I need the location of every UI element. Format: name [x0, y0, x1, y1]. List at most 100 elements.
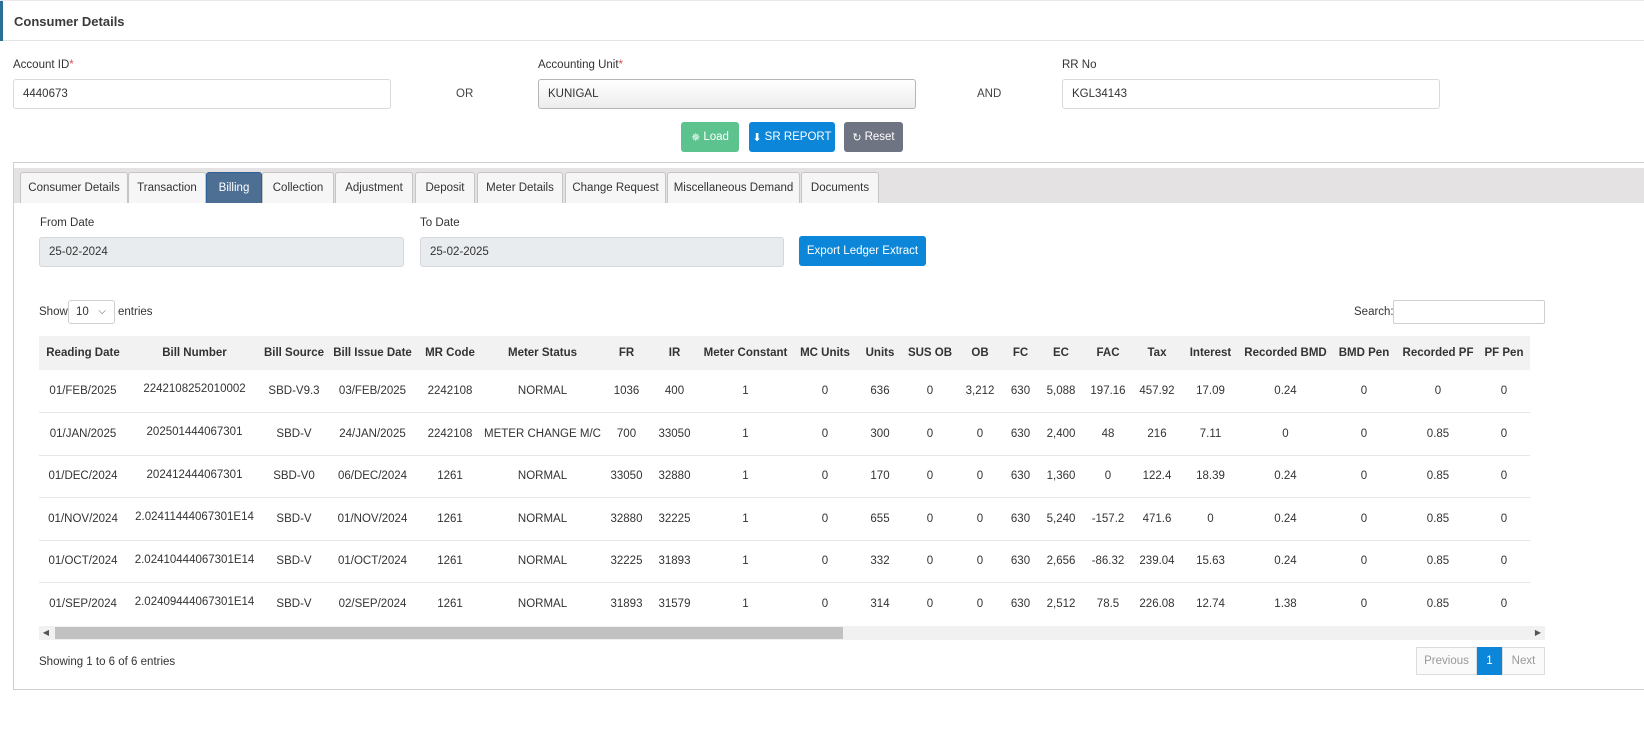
- table-cell: NORMAL: [517, 555, 568, 568]
- tab-miscellaneous-demand[interactable]: Miscellaneous Demand: [667, 172, 800, 203]
- column-header[interactable]: Tax: [1147, 347, 1167, 359]
- column-header[interactable]: Bill Source: [263, 347, 325, 359]
- scroll-right-icon[interactable]: ▶: [1534, 628, 1542, 637]
- table-cell: 0: [821, 470, 829, 483]
- table-cell: 0: [821, 512, 829, 525]
- table-cell: 0: [1434, 385, 1442, 397]
- refresh-icon: ↻: [852, 131, 862, 144]
- load-button[interactable]: ✵ Load: [681, 122, 739, 152]
- table-cell: 0: [926, 512, 934, 525]
- billing-table-wrapper: Reading Date Bill Number Bill Source Bil…: [39, 336, 1545, 624]
- or-separator: OR: [456, 88, 474, 100]
- pagination-current-page[interactable]: 1: [1477, 647, 1502, 675]
- table-cell: 0: [926, 555, 934, 568]
- table-cell: 0.24: [1274, 385, 1297, 397]
- table-cell: 216: [1147, 427, 1167, 440]
- column-header[interactable]: Meter Status: [507, 347, 578, 359]
- table-cell: SBD-V: [276, 512, 312, 525]
- column-header[interactable]: MR Code: [425, 347, 475, 359]
- table-cell: 01/NOV/2024: [48, 512, 118, 525]
- column-header[interactable]: FR: [618, 347, 635, 359]
- table-cell: 0: [976, 597, 984, 610]
- table-cell: 2242108: [427, 385, 473, 397]
- tab-collection[interactable]: Collection: [262, 172, 334, 203]
- table-cell: 01/JAN/2025: [49, 427, 117, 440]
- column-header[interactable]: Meter Constant: [703, 347, 788, 359]
- table-cell: 15.63: [1196, 555, 1225, 568]
- tab-transaction[interactable]: Transaction: [128, 172, 206, 203]
- reset-button[interactable]: ↻ Reset: [844, 122, 903, 152]
- table-cell: 700: [616, 427, 637, 440]
- table-cell: 0: [926, 427, 934, 440]
- table-cell: 1261: [437, 512, 463, 525]
- export-ledger-button[interactable]: Export Ledger Extract: [799, 236, 926, 266]
- from-date-input[interactable]: 25-02-2024: [39, 237, 404, 267]
- table-cell: 2.02410444067301E14: [134, 553, 255, 566]
- table-cell: 630: [1010, 555, 1031, 568]
- column-header[interactable]: FC: [1012, 347, 1029, 359]
- table-cell: 0: [1360, 385, 1368, 397]
- column-header[interactable]: EC: [1053, 347, 1069, 359]
- scrollbar-thumb[interactable]: [55, 627, 843, 639]
- column-header[interactable]: MC Units: [800, 347, 850, 359]
- table-cell: 33050: [610, 470, 643, 483]
- tab-billing[interactable]: Billing: [206, 172, 262, 203]
- table-cell: 01/OCT/2024: [48, 555, 118, 568]
- table-cell: SBD-V: [276, 555, 312, 568]
- tab-adjustment[interactable]: Adjustment: [335, 172, 413, 203]
- rr-no-input[interactable]: KGL34143: [1062, 79, 1440, 109]
- tab-meter-details[interactable]: Meter Details: [477, 172, 563, 203]
- table-cell: 5,088: [1046, 385, 1076, 397]
- table-cell: 400: [664, 385, 685, 397]
- table-row: 01/DEC/2024 202412444067301 SBD-V0 06/DEC/2…: [39, 455, 1530, 498]
- tab-change-request[interactable]: Change Request: [565, 172, 666, 203]
- column-header[interactable]: IR: [668, 347, 681, 359]
- tab-consumer-details[interactable]: Consumer Details: [20, 172, 128, 203]
- table-cell: 1261: [437, 470, 463, 483]
- table-info: Showing 1 to 6 of 6 entries: [39, 656, 176, 668]
- column-header[interactable]: Recorded PF: [1402, 347, 1474, 359]
- column-header[interactable]: Reading Date: [46, 347, 120, 359]
- horizontal-scrollbar[interactable]: ◀ ▶: [39, 626, 1545, 640]
- table-cell: 332: [870, 555, 890, 568]
- column-header[interactable]: Units: [865, 347, 895, 359]
- table-cell: 0: [976, 470, 984, 483]
- table-cell: 1: [742, 470, 749, 483]
- tab-documents[interactable]: Documents: [801, 172, 879, 203]
- search-input[interactable]: [1393, 300, 1545, 324]
- table-cell: 239.04: [1139, 555, 1175, 568]
- column-header[interactable]: Recorded BMD: [1244, 347, 1327, 359]
- table-cell: 2.02411444067301E14: [135, 511, 254, 523]
- table-cell: METER CHANGE M/C: [484, 427, 601, 440]
- tab-strip: Consumer Details Transaction Billing Col…: [14, 168, 1644, 203]
- table-cell: 32225: [610, 555, 643, 568]
- accounting-unit-select[interactable]: KUNIGAL: [538, 79, 916, 109]
- column-header[interactable]: PF Pen: [1484, 347, 1524, 359]
- account-id-input[interactable]: 4440673: [13, 79, 391, 109]
- column-header[interactable]: BMD Pen: [1338, 347, 1390, 359]
- column-header[interactable]: Bill Number: [162, 347, 227, 359]
- column-header[interactable]: OB: [971, 347, 989, 359]
- table-cell: 0: [1360, 470, 1368, 483]
- tab-deposit[interactable]: Deposit: [415, 172, 475, 203]
- table-cell: 33050: [658, 427, 691, 440]
- table-cell: 1.38: [1274, 597, 1297, 610]
- table-cell: 0: [1500, 427, 1508, 440]
- column-header[interactable]: FAC: [1096, 347, 1120, 359]
- table-cell: 06/DEC/2024: [337, 470, 408, 483]
- table-header-row: Reading Date Bill Number Bill Source Bil…: [39, 336, 1530, 370]
- table-cell: SBD-V0: [273, 470, 315, 483]
- sr-report-button[interactable]: ⬇ SR REPORT: [749, 122, 835, 152]
- table-cell: 122.4: [1142, 470, 1172, 483]
- to-date-input[interactable]: 25-02-2025: [420, 237, 784, 267]
- table-cell: 0: [926, 470, 934, 483]
- scroll-left-icon[interactable]: ◀: [42, 628, 50, 637]
- pagination-next[interactable]: Next: [1502, 647, 1545, 675]
- entries-select[interactable]: 10 ⌵: [68, 300, 115, 324]
- table-cell: 1261: [437, 597, 463, 610]
- column-header[interactable]: Bill Issue Date: [333, 347, 412, 359]
- pagination-previous[interactable]: Previous: [1416, 647, 1477, 675]
- table-cell: 0: [1500, 385, 1508, 397]
- column-header[interactable]: SUS OB: [907, 347, 953, 359]
- column-header[interactable]: Interest: [1189, 347, 1232, 359]
